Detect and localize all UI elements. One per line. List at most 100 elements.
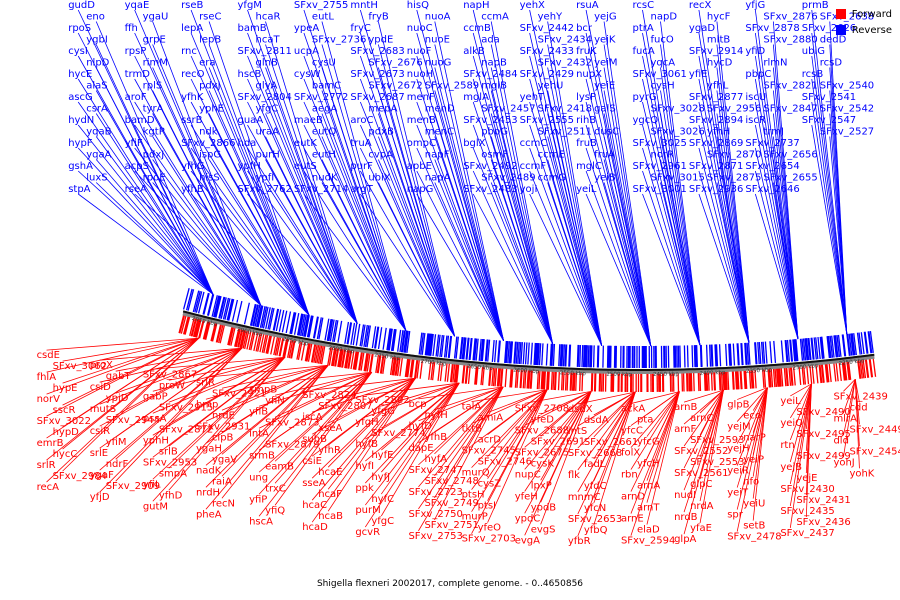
gene-leader-line <box>490 44 553 344</box>
gene-leader-line <box>190 170 310 316</box>
gene-label: aegA <box>312 104 338 115</box>
reverse-gene-mark <box>424 333 429 356</box>
gene-label: hycD <box>707 58 733 69</box>
reverse-gene-mark <box>374 326 379 349</box>
reverse-gene-mark <box>307 315 313 338</box>
gene-leader-line <box>646 391 680 525</box>
gene-leader-line <box>524 391 592 492</box>
reverse-gene-mark <box>815 337 819 360</box>
gene-label: yeiL <box>576 184 597 195</box>
forward-gene-mark <box>862 358 867 379</box>
gene-label: yfgM <box>238 0 262 11</box>
forward-gene-mark <box>864 357 869 378</box>
gene-label: ucpA <box>294 46 319 57</box>
gene-leader-line <box>115 347 242 372</box>
gene-label: hcaR <box>256 12 281 23</box>
gene-label: yfeH <box>515 491 538 502</box>
gene-label: aroF <box>125 92 147 103</box>
forward-gene-mark <box>825 362 829 383</box>
reverse-gene-mark <box>694 345 697 368</box>
reverse-gene-mark <box>841 334 846 357</box>
gene-label: eutH <box>312 150 336 161</box>
gene-leader-line <box>62 337 200 384</box>
gene-label: SFxv_2703 <box>462 534 516 545</box>
forward-gene-mark <box>770 367 774 388</box>
gene-leader-line <box>152 113 262 306</box>
gene-leader-line <box>660 136 701 346</box>
gene-label: hypD <box>53 427 80 438</box>
forward-gene-mark <box>179 313 186 334</box>
forward-gene-mark <box>846 360 850 381</box>
gene-label: dld <box>833 435 848 446</box>
gene-label: pbpG <box>481 127 508 138</box>
gene-label: SFxv_2439 <box>833 391 887 402</box>
reverse-gene-mark <box>568 344 571 367</box>
reverse-gene-mark <box>517 341 520 364</box>
forward-gene-mark <box>235 327 242 348</box>
reverse-gene-mark <box>227 298 234 321</box>
reverse-gene-mark <box>420 332 425 355</box>
reverse-gene-mark <box>764 341 768 364</box>
gene-label: yfgH <box>355 417 378 428</box>
forward-gene-mark <box>332 346 338 367</box>
forward-gene-mark <box>838 360 842 381</box>
gene-leader-line <box>529 55 603 346</box>
reverse-gene-mark <box>576 344 579 367</box>
reverse-gene-mark <box>754 342 758 365</box>
reverse-gene-mark <box>696 345 699 368</box>
gene-leader-line <box>152 136 262 306</box>
forward-gene-mark <box>480 365 484 386</box>
gene-label: SFxv_2753 <box>408 531 462 542</box>
gene-leader-line <box>699 390 724 502</box>
forward-gene-mark <box>348 348 353 369</box>
reverse-gene-mark <box>301 314 307 337</box>
gene-label: ygaH <box>196 443 222 454</box>
gene-leader-line <box>854 379 860 469</box>
gene-leader-line <box>736 387 768 510</box>
reverse-gene-mark <box>693 345 696 368</box>
reverse-gene-mark <box>298 313 304 336</box>
gene-leader-line <box>418 386 504 444</box>
reverse-gene-mark <box>215 296 222 318</box>
gene-label: pbpC <box>745 69 771 80</box>
forward-gene-mark <box>407 357 411 378</box>
gene-leader-line <box>416 101 504 341</box>
gene-label: iscR <box>745 115 765 126</box>
reverse-gene-mark <box>714 344 717 367</box>
gene-leader-line <box>77 101 214 295</box>
gene-label: hycC <box>53 449 78 460</box>
gene-leader-line <box>360 193 456 337</box>
gene-leader-line <box>487 389 548 479</box>
reverse-gene-mark <box>810 337 814 360</box>
gene-label: SFxv_2914 <box>689 46 743 57</box>
gene-label: rplS <box>143 81 163 92</box>
gene-label: dapE <box>408 443 433 454</box>
backbone-tick-label: 2500 kbp <box>606 372 632 378</box>
gene-leader-line <box>152 182 262 306</box>
gene-label: recX <box>689 0 712 11</box>
forward-gene-mark <box>392 355 397 376</box>
gene-leader-line <box>205 364 329 422</box>
gene-leader-line <box>190 124 310 316</box>
gene-leader-line <box>811 55 848 335</box>
forward-gene-mark <box>510 367 513 388</box>
gene-label: yfbQ <box>584 525 608 536</box>
gene-leader-line <box>577 391 636 405</box>
reverse-gene-mark <box>355 323 361 346</box>
gene-label: glyA <box>256 81 278 92</box>
gene-label: SFxv_2772 <box>294 92 348 103</box>
gene-leader-line <box>472 193 553 345</box>
reverse-gene-mark <box>329 319 335 342</box>
forward-gene-mark <box>798 364 802 385</box>
reverse-gene-mark <box>481 339 485 362</box>
forward-gene-mark <box>450 362 455 383</box>
gene-leader-line <box>716 90 750 343</box>
forward-gene-mark <box>538 369 541 390</box>
reverse-gene-mark <box>846 333 851 356</box>
gene-label: SFxv_2873 <box>265 417 319 428</box>
gene-label: hisQ <box>407 0 429 11</box>
forward-gene-mark <box>352 349 358 370</box>
gene-leader-line <box>62 337 200 406</box>
forward-gene-mark <box>573 370 576 391</box>
gene-label: yohJ <box>833 457 854 468</box>
